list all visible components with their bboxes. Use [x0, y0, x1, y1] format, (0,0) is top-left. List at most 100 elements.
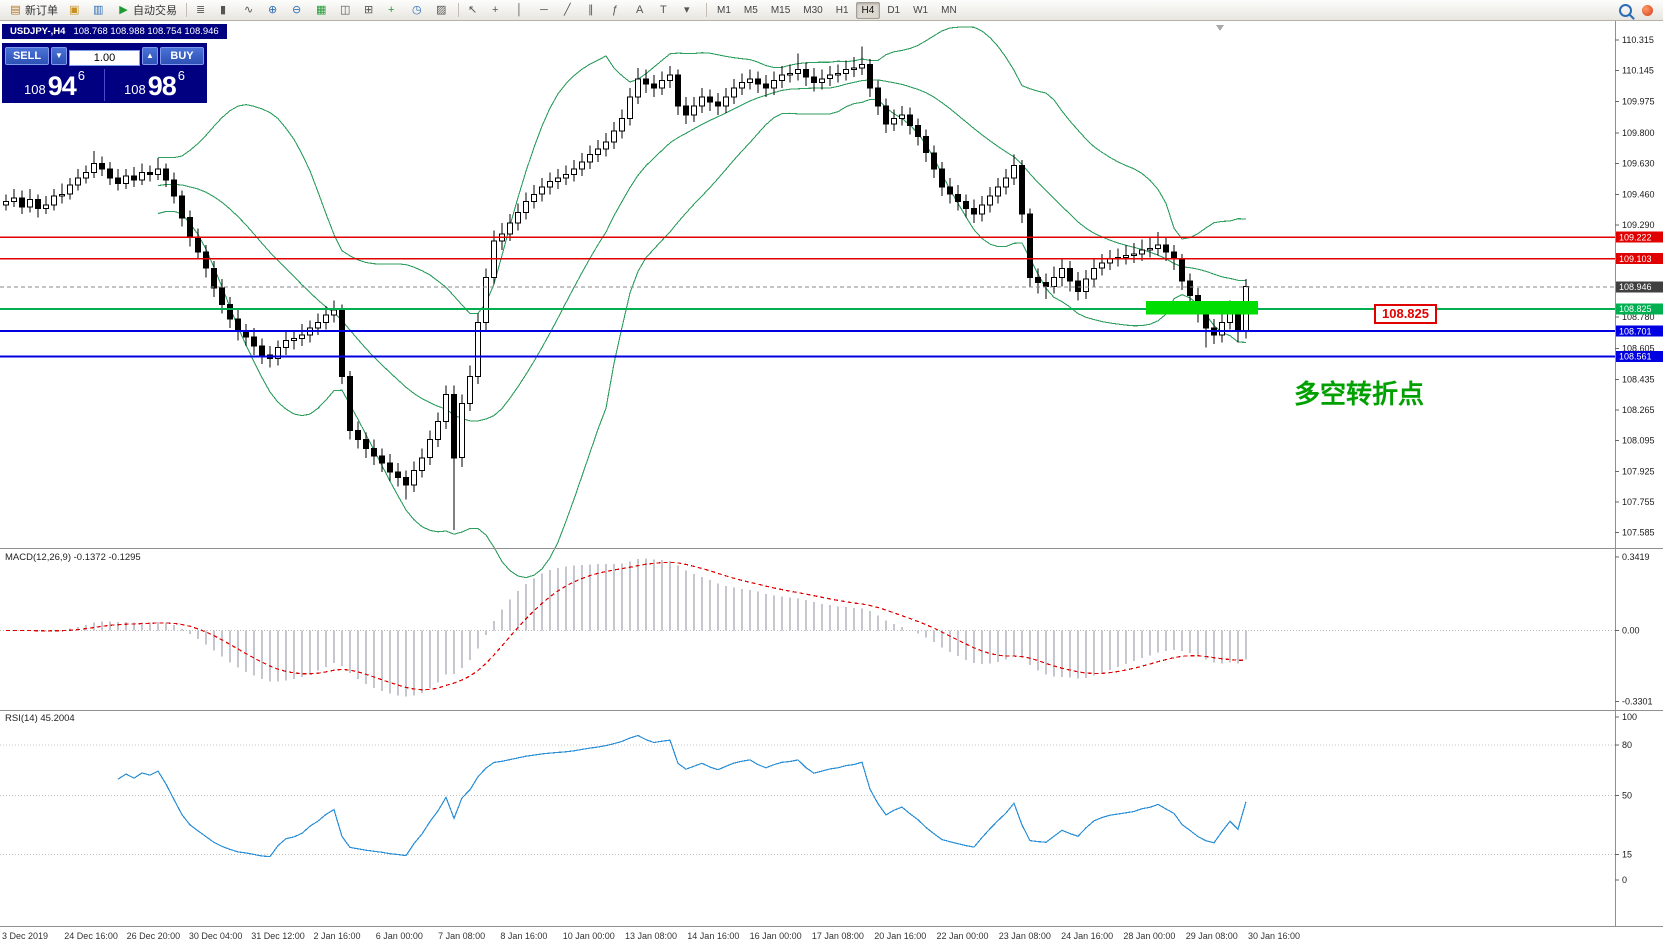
search-icon[interactable]: [1619, 3, 1632, 17]
svg-text:50: 50: [1622, 791, 1632, 801]
buy-price-pips: 98: [147, 71, 177, 101]
line-chart-icon[interactable]: ∿: [244, 3, 254, 16]
timeframe-m15[interactable]: M15: [770, 4, 791, 16]
crosshair-tool-icon[interactable]: +: [492, 3, 499, 16]
sell-button[interactable]: SELL: [5, 47, 49, 65]
svg-text:29 Jan 08:00: 29 Jan 08:00: [1186, 931, 1238, 941]
svg-text:23 Jan 08:00: 23 Jan 08:00: [999, 931, 1051, 941]
svg-text:26 Dec 20:00: 26 Dec 20:00: [127, 931, 181, 941]
svg-text:110.145: 110.145: [1622, 66, 1654, 76]
fibonacci-tool-icon[interactable]: ƒ: [612, 3, 619, 16]
channel-tool-icon[interactable]: ∥: [588, 3, 594, 16]
tile-windows-icon[interactable]: ▦: [316, 3, 327, 16]
timeframe-m30[interactable]: M30: [803, 4, 823, 16]
svg-text:108.825: 108.825: [1619, 304, 1652, 314]
svg-text:17 Jan 08:00: 17 Jan 08:00: [812, 931, 864, 941]
svg-text:109.290: 109.290: [1622, 220, 1655, 230]
zoom-out-icon[interactable]: ⊖: [292, 3, 302, 16]
price-divider: [104, 69, 105, 101]
label-tool-icon[interactable]: T: [660, 3, 667, 16]
ohlc-values: 108.768 108.988 108.754 108.946: [73, 26, 219, 37]
text-tool-icon[interactable]: A: [636, 3, 644, 16]
svg-text:6 Jan 00:00: 6 Jan 00:00: [376, 931, 423, 941]
svg-text:3 Dec 2019: 3 Dec 2019: [2, 931, 48, 941]
symbol-timeframe-label: USDJPY-,H4: [10, 26, 66, 37]
new-order-icon: ▤: [10, 3, 21, 16]
toolbar-separator: [186, 3, 187, 17]
timeframe-h1[interactable]: H1: [835, 4, 849, 16]
add-indicator-icon[interactable]: +: [388, 3, 395, 16]
timeframe-m1[interactable]: M1: [717, 4, 731, 16]
svg-text:108.095: 108.095: [1622, 436, 1655, 446]
timeframe-mn[interactable]: MN: [941, 4, 957, 16]
trendline-tool-icon[interactable]: ╱: [564, 3, 571, 16]
svg-text:107.585: 107.585: [1622, 528, 1655, 538]
svg-text:110.315: 110.315: [1622, 35, 1654, 45]
new-order-button[interactable]: ▤ 新订单: [4, 1, 63, 20]
sell-price-big-figure: 108: [24, 82, 46, 97]
sell-price-pips: 94: [47, 71, 77, 101]
svg-text:14 Jan 16:00: 14 Jan 16:00: [687, 931, 739, 941]
buy-button[interactable]: BUY: [160, 47, 204, 65]
bar-chart-icon[interactable]: ≣: [196, 3, 206, 16]
chart-annotation-text: 多空转折点: [1294, 379, 1425, 409]
timeframe-h4[interactable]: H4: [855, 1, 881, 19]
candlestick-chart-icon[interactable]: ▮: [220, 3, 227, 16]
svg-text:109.800: 109.800: [1622, 128, 1655, 138]
horizontal-line-tool-icon[interactable]: ─: [540, 3, 548, 16]
timeframe-m5[interactable]: M5: [743, 4, 758, 16]
buy-price[interactable]: 108 98 6: [105, 67, 204, 103]
svg-text:30 Dec 04:00: 30 Dec 04:00: [189, 931, 243, 941]
svg-text:107.925: 107.925: [1622, 466, 1655, 476]
market-watch-icon[interactable]: ▥: [93, 3, 104, 16]
svg-text:108.265: 108.265: [1622, 405, 1655, 415]
volume-up-button[interactable]: ▲: [142, 47, 158, 65]
shapes-dropdown-icon[interactable]: ▾: [684, 3, 690, 16]
toolbar-separator: [458, 3, 459, 17]
volume-down-button[interactable]: ▼: [51, 47, 67, 65]
auto-trading-button[interactable]: ▶ 自动交易: [112, 1, 182, 20]
chart-profile-icon[interactable]: ▣: [69, 3, 80, 16]
timeframe-d1[interactable]: D1: [887, 4, 901, 16]
one-click-trading-panel: SELL ▼ ▲ BUY 108 94 6 108 98 6: [2, 43, 207, 103]
svg-text:108.435: 108.435: [1622, 374, 1655, 384]
svg-text:7 Jan 08:00: 7 Jan 08:00: [438, 931, 485, 941]
cascade-windows-icon[interactable]: ◫: [340, 3, 351, 16]
arrange-windows-icon[interactable]: ⊞: [364, 3, 374, 16]
svg-text:108.605: 108.605: [1622, 344, 1655, 354]
volume-input[interactable]: [69, 50, 140, 66]
cursor-tool-icon[interactable]: ↖: [468, 3, 478, 16]
alert-icon[interactable]: [1642, 4, 1653, 16]
chart-ohlc-header: USDJPY-,H4 108.768 108.988 108.754 108.9…: [2, 24, 227, 39]
zoom-in-icon[interactable]: ⊕: [268, 3, 278, 16]
svg-text:108.561: 108.561: [1619, 352, 1652, 362]
svg-text:24 Jan 16:00: 24 Jan 16:00: [1061, 931, 1113, 941]
svg-text:0.00: 0.00: [1622, 626, 1640, 636]
toolbar-right-group: [1619, 3, 1659, 17]
svg-text:-0.3301: -0.3301: [1622, 696, 1653, 706]
svg-text:0: 0: [1622, 875, 1627, 885]
svg-text:30 Jan 16:00: 30 Jan 16:00: [1248, 931, 1300, 941]
svg-text:107.755: 107.755: [1622, 497, 1655, 507]
timeframe-w1[interactable]: W1: [913, 4, 929, 16]
sell-price[interactable]: 108 94 6: [5, 67, 104, 103]
period-clock-icon[interactable]: ◷: [412, 3, 422, 16]
svg-text:0.3419: 0.3419: [1622, 552, 1650, 562]
svg-text:109.630: 109.630: [1622, 159, 1655, 169]
vertical-line-tool-icon[interactable]: │: [516, 3, 523, 16]
toolbar-separator: [706, 3, 707, 17]
svg-text:100: 100: [1622, 712, 1637, 722]
macd-indicator-label: MACD(12,26,9) -0.1372 -0.1295: [5, 552, 141, 563]
price-level-label: 108.825: [1374, 304, 1437, 324]
buy-price-point: 6: [177, 68, 185, 83]
svg-text:16 Jan 00:00: 16 Jan 00:00: [750, 931, 802, 941]
svg-text:13 Jan 08:00: 13 Jan 08:00: [625, 931, 677, 941]
buy-price-big-figure: 108: [124, 82, 146, 97]
svg-text:8 Jan 16:00: 8 Jan 16:00: [500, 931, 547, 941]
svg-text:10 Jan 00:00: 10 Jan 00:00: [563, 931, 615, 941]
auto-trading-play-icon: ▶: [119, 3, 128, 16]
svg-text:109.103: 109.103: [1619, 254, 1652, 264]
template-icon[interactable]: ▨: [436, 3, 447, 16]
svg-text:109.975: 109.975: [1622, 96, 1655, 106]
